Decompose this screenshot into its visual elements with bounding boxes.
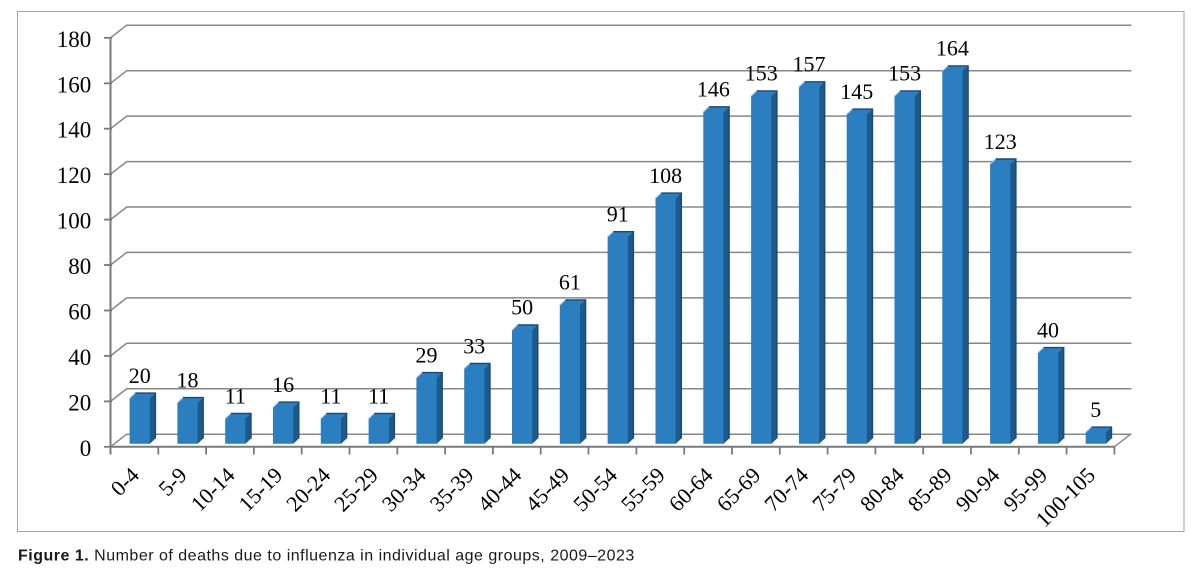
svg-text:164: 164	[936, 36, 969, 61]
svg-text:16: 16	[272, 372, 294, 397]
svg-text:33: 33	[463, 333, 485, 358]
svg-text:153: 153	[745, 61, 778, 86]
svg-text:60: 60	[68, 300, 91, 325]
svg-text:40: 40	[1037, 317, 1059, 342]
svg-text:153: 153	[888, 61, 921, 86]
svg-text:146: 146	[697, 77, 730, 102]
svg-text:180: 180	[57, 27, 92, 52]
svg-text:157: 157	[793, 52, 826, 77]
svg-text:11: 11	[320, 383, 341, 408]
svg-text:108: 108	[649, 163, 682, 188]
svg-text:50: 50	[511, 295, 533, 320]
svg-text:80: 80	[68, 254, 91, 279]
svg-text:11: 11	[225, 383, 246, 408]
svg-text:160: 160	[57, 72, 92, 97]
svg-text:145: 145	[840, 79, 873, 104]
svg-text:100: 100	[57, 209, 92, 234]
svg-text:123: 123	[984, 129, 1017, 154]
svg-text:20: 20	[129, 363, 151, 388]
svg-text:20: 20	[68, 390, 91, 415]
svg-text:91: 91	[607, 202, 629, 227]
svg-text:5: 5	[1090, 397, 1101, 422]
svg-text:61: 61	[559, 270, 581, 295]
svg-text:29: 29	[416, 342, 438, 367]
svg-text:140: 140	[57, 118, 92, 143]
svg-text:40: 40	[68, 345, 91, 370]
svg-text:18: 18	[177, 367, 199, 392]
svg-text:11: 11	[368, 383, 389, 408]
svg-text:120: 120	[57, 163, 92, 188]
svg-text:Figure 1. Number of deaths due: Figure 1. Number of deaths due to influe…	[18, 548, 635, 565]
svg-text:0: 0	[80, 436, 92, 461]
